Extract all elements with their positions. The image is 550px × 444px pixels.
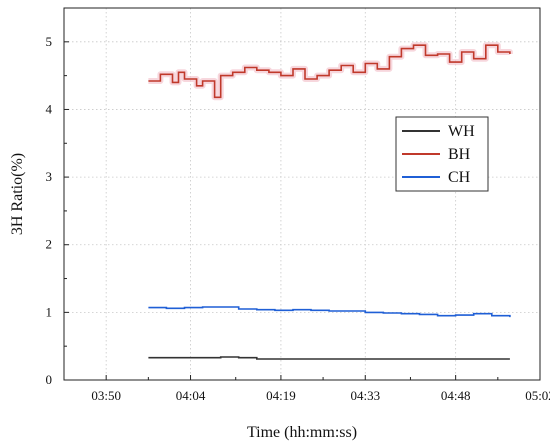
series-lines — [148, 42, 513, 360]
series-line-bh — [148, 44, 511, 99]
tick-marks: 03:50 04:04 04:19 04:33 04:48 05:02 0 1 2 3 4 5 — [46, 34, 550, 403]
x-axis-title: Time (hh:mm:ss) — [247, 424, 357, 441]
legend-label-wh: WH — [448, 123, 475, 140]
y-tick-label: 5 — [46, 34, 53, 49]
x-tick-label: 03:50 — [91, 388, 121, 403]
x-tick-label: 05:02 — [525, 388, 550, 403]
legend-label-bh: BH — [448, 146, 471, 163]
y-tick-label: 0 — [46, 372, 53, 387]
y-tick-label: 2 — [46, 237, 53, 252]
series-line-ch — [148, 306, 511, 318]
plot-frame — [63, 7, 541, 381]
y-tick-label: 4 — [46, 101, 53, 116]
x-tick-label: 04:48 — [441, 388, 471, 403]
axes — [63, 7, 541, 381]
x-tick-label: 04:19 — [266, 388, 296, 403]
grid-lines — [64, 8, 541, 381]
y-tick-label: 3 — [46, 169, 53, 184]
x-tick-label: 04:04 — [176, 388, 206, 403]
x-tick-label: 04:33 — [350, 388, 380, 403]
y-tick-label: 1 — [46, 304, 53, 319]
series-line-wh — [148, 356, 510, 360]
y-axis-title: 3H Ratio(%) — [9, 153, 26, 235]
legend-label-ch: CH — [448, 169, 471, 186]
legend: WH BH CH — [395, 116, 489, 192]
